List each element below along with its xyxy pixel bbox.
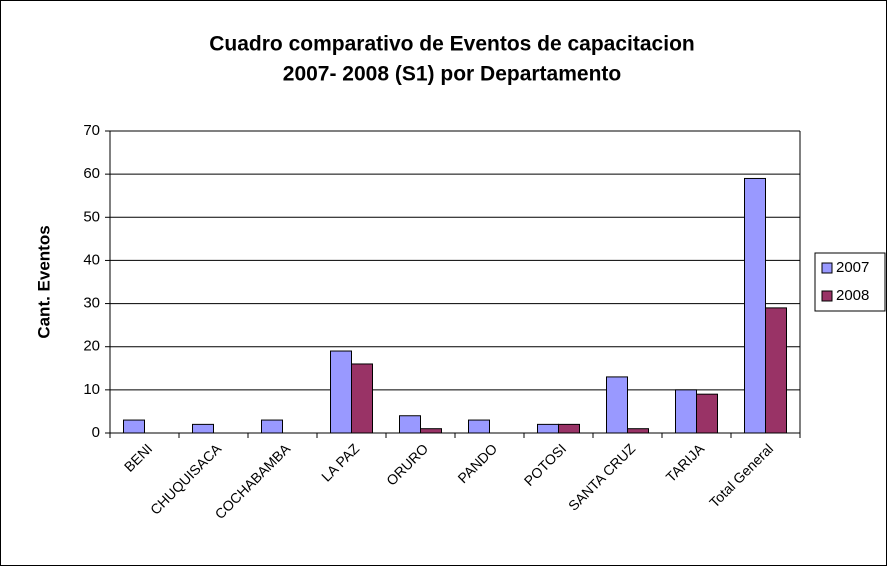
bar <box>468 419 490 434</box>
bar <box>261 419 283 434</box>
legend-label: 2008 <box>836 287 869 304</box>
chart-subtitle: 2007- 2008 (S1) por Departamento <box>283 63 621 86</box>
bar <box>558 423 580 434</box>
bar <box>351 363 373 434</box>
bar <box>123 419 145 434</box>
legend-label: 2007 <box>836 259 869 276</box>
y-axis-title: Cant. Eventos <box>34 225 53 338</box>
chart-title: Cuadro comparativo de Eventos de capacit… <box>209 33 694 56</box>
bar <box>675 389 697 434</box>
y-tick-label: 20 <box>83 338 100 355</box>
y-tick-label: 60 <box>83 165 100 182</box>
bar <box>192 423 214 434</box>
y-tick-label: 0 <box>92 424 100 441</box>
y-tick-label: 50 <box>83 208 100 225</box>
y-tick-label: 10 <box>83 381 100 398</box>
bar <box>744 177 766 434</box>
bar <box>399 415 421 434</box>
bar <box>765 307 787 434</box>
bar <box>537 423 559 434</box>
y-tick-label: 30 <box>83 295 100 312</box>
bar <box>627 428 649 434</box>
bar <box>420 428 442 434</box>
bar <box>696 393 718 434</box>
bar <box>606 376 628 434</box>
legend-swatch <box>821 290 833 302</box>
bar <box>330 350 352 434</box>
y-tick-label: 70 <box>83 122 100 139</box>
y-tick-label: 40 <box>83 251 100 268</box>
legend-swatch <box>821 262 833 274</box>
